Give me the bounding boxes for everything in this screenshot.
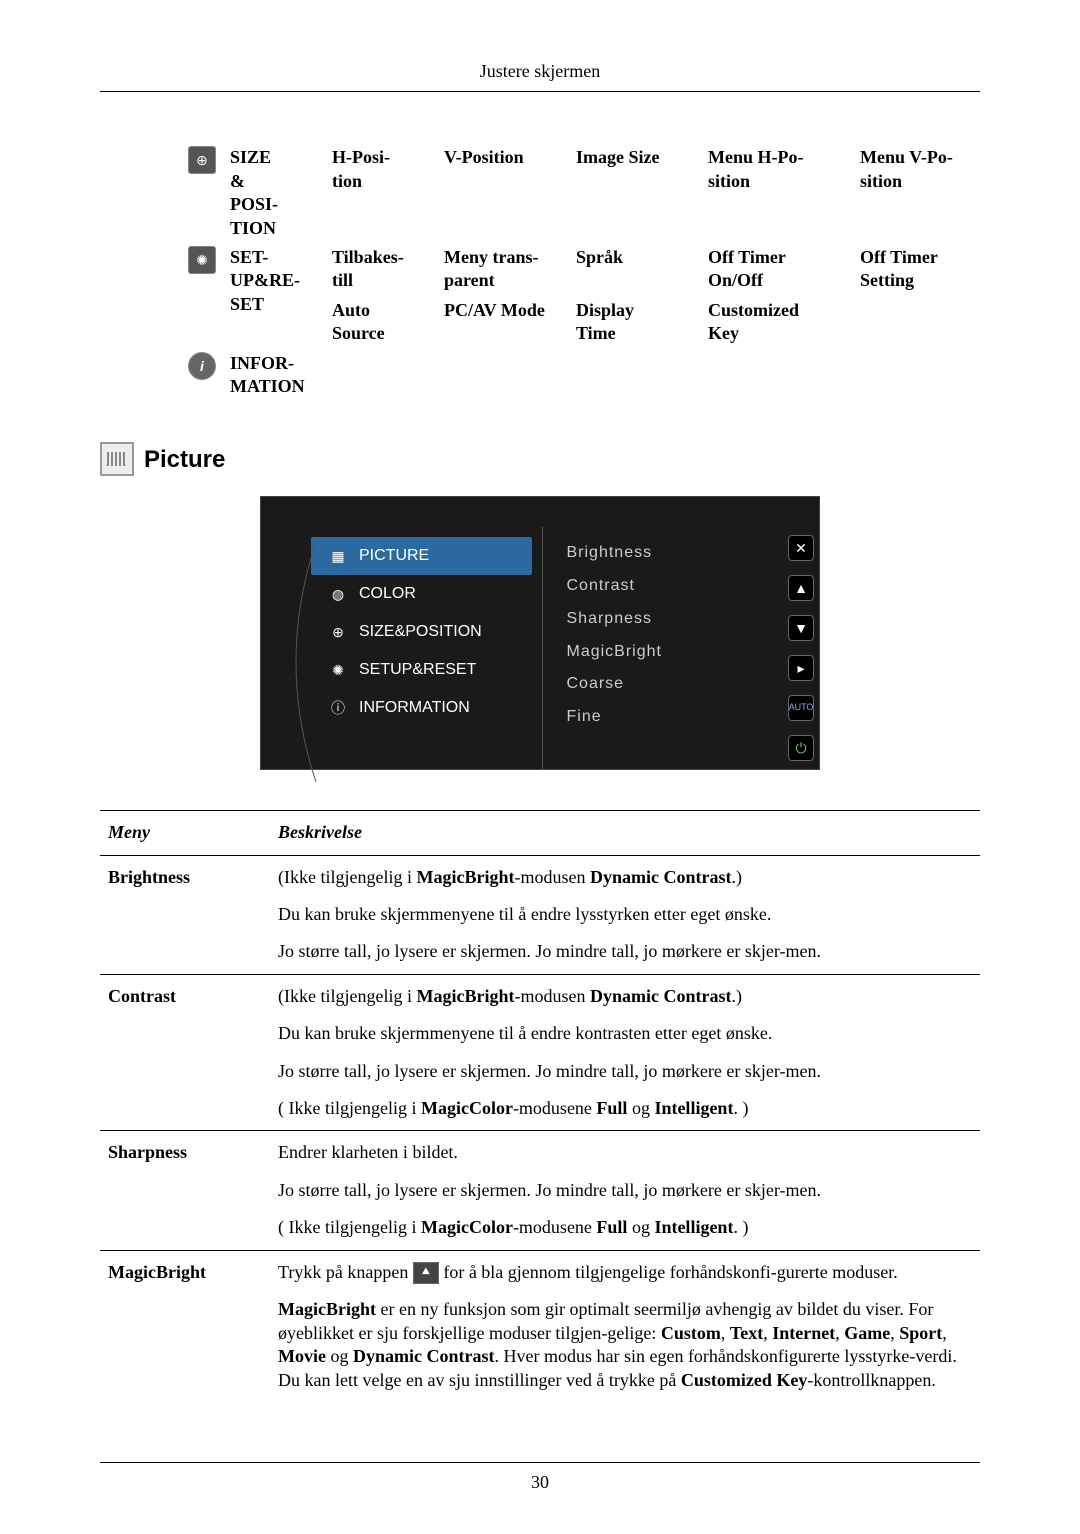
table-desc-cell: (Ikke tilgjengelig i MagicBright-modusen… — [270, 974, 980, 1131]
meny-transparent-label: Meny trans-parent — [438, 244, 568, 295]
customized-key-label: CustomizedKey — [702, 297, 852, 348]
up-arrow-button-icon: ⯅ — [413, 1262, 439, 1284]
osd-right-panel: Brightness Contrast Sharpness MagicBrigh… — [542, 527, 784, 769]
down-arrow-icon[interactable]: ▼ — [788, 615, 814, 641]
off-timer-setting-label: Off TimerSetting — [854, 244, 959, 295]
tilbakestill-label: Tilbakes-till — [326, 244, 436, 295]
sprak-label: Språk — [570, 244, 700, 295]
auto-button[interactable]: AUTO — [788, 695, 814, 721]
header-title: Justere skjermen — [480, 61, 600, 81]
osd-label: COLOR — [359, 584, 416, 605]
osd-right-brightness[interactable]: Brightness — [563, 537, 774, 570]
osd-label: PICTURE — [359, 546, 429, 567]
table-meny-cell: MagicBright — [100, 1250, 270, 1402]
osd-item-sizeposition[interactable]: ⊕ SIZE&POSITION — [321, 613, 532, 651]
osd-arc-decoration — [271, 532, 321, 792]
table-desc-cell: Trykk på knappen ⯅ for å bla gjennom til… — [270, 1250, 980, 1402]
top-icon-table: ⊕ SIZE&POSI-TION H-Posi-tion V-Position … — [180, 142, 961, 402]
size-position-label: SIZE&POSI-TION — [224, 144, 324, 242]
description-paragraph: Du kan bruke skjermmenyene til å endre k… — [278, 1022, 972, 1045]
table-meny-cell: Sharpness — [100, 1131, 270, 1250]
page-number: 30 — [531, 1472, 549, 1492]
osd-right-coarse[interactable]: Coarse — [563, 668, 774, 701]
table-meny-cell: Contrast — [100, 974, 270, 1131]
table-desc-cell: (Ikke tilgjengelig i MagicBright-modusen… — [270, 855, 980, 974]
table-meny-cell: Brightness — [100, 855, 270, 974]
section-title: Picture — [144, 444, 225, 475]
description-paragraph: Endrer klarheten i bildet. — [278, 1141, 972, 1164]
osd-right-fine[interactable]: Fine — [563, 701, 774, 734]
menu-v-position-label: Menu V-Po-sition — [854, 144, 959, 242]
osd-item-color[interactable]: ◍ COLOR — [321, 575, 532, 613]
description-paragraph: Jo større tall, jo lysere er skjermen. J… — [278, 1179, 972, 1202]
table-header-meny: Meny — [100, 811, 270, 855]
information-icon: i — [188, 352, 216, 380]
power-icon[interactable]: ⏻ — [788, 735, 814, 761]
osd-item-picture[interactable]: ▦ PICTURE — [311, 537, 532, 575]
up-arrow-icon[interactable]: ▲ — [788, 575, 814, 601]
description-table: Meny Beskrivelse Brightness (Ikke tilgjen… — [100, 810, 980, 1402]
sizeposition-menu-icon: ⊕ — [327, 621, 349, 643]
off-timer-onoff-label: Off TimerOn/Off — [702, 244, 852, 295]
setupreset-menu-icon: ✺ — [327, 659, 349, 681]
table-header-beskrivelse: Beskrivelse — [270, 811, 980, 855]
page-footer: 30 — [100, 1462, 980, 1494]
description-paragraph: Jo større tall, jo lysere er skjermen. J… — [278, 1060, 972, 1083]
pcav-mode-label: PC/AV Mode — [438, 297, 568, 348]
close-icon[interactable]: ✕ — [788, 535, 814, 561]
osd-right-contrast[interactable]: Contrast — [563, 570, 774, 603]
menu-h-position-label: Menu H-Po-sition — [702, 144, 852, 242]
h-position-label: H-Posi-tion — [326, 144, 436, 242]
description-paragraph: ( Ikke tilgjengelig i MagicColor-modusen… — [278, 1216, 972, 1239]
osd-right-magicbright[interactable]: MagicBright — [563, 636, 774, 669]
page-header: Justere skjermen — [100, 60, 980, 92]
color-menu-icon: ◍ — [327, 583, 349, 605]
osd-label: INFORMATION — [359, 698, 470, 719]
setup-reset-icon: ✺ — [188, 246, 216, 274]
osd-label: SIZE&POSITION — [359, 622, 482, 643]
osd-menu: ▦ PICTURE ◍ COLOR ⊕ SIZE&POSITION ✺ SETU… — [260, 496, 820, 770]
picture-menu-icon: ▦ — [327, 545, 349, 567]
osd-left-panel: ▦ PICTURE ◍ COLOR ⊕ SIZE&POSITION ✺ SETU… — [261, 527, 542, 769]
description-paragraph: (Ikke tilgjengelig i MagicBright-modusen… — [278, 866, 972, 889]
description-paragraph: Jo større tall, jo lysere er skjermen. J… — [278, 940, 972, 963]
osd-label: SETUP&RESET — [359, 660, 476, 681]
description-paragraph: Trykk på knappen ⯅ for å bla gjennom til… — [278, 1261, 972, 1285]
description-paragraph: MagicBright er en ny funksjon som gir op… — [278, 1298, 972, 1392]
display-time-label: DisplayTime — [570, 297, 700, 348]
section-header: Picture — [100, 442, 980, 476]
table-desc-cell: Endrer klarheten i bildet. Jo større tall… — [270, 1131, 980, 1250]
description-paragraph: ( Ikke tilgjengelig i MagicColor-modusen… — [278, 1097, 972, 1120]
auto-source-label: AutoSource — [326, 297, 436, 348]
osd-right-sharpness[interactable]: Sharpness — [563, 603, 774, 636]
information-menu-icon: ⓘ — [327, 697, 349, 719]
osd-item-setupreset[interactable]: ✺ SETUP&RESET — [321, 651, 532, 689]
osd-item-information[interactable]: ⓘ INFORMATION — [321, 689, 532, 727]
osd-button-column: ✕ ▲ ▼ ▸ AUTO ⏻ — [783, 527, 819, 769]
description-paragraph: Du kan bruke skjermmenyene til å endre l… — [278, 903, 972, 926]
enter-arrow-icon[interactable]: ▸ — [788, 655, 814, 681]
size-position-icon: ⊕ — [188, 146, 216, 174]
description-paragraph: (Ikke tilgjengelig i MagicBright-modusen… — [278, 985, 972, 1008]
setup-reset-label: SET-UP&RE-SET — [224, 244, 324, 348]
image-size-label: Image Size — [570, 144, 700, 242]
picture-section-icon — [100, 442, 134, 476]
v-position-label: V-Position — [438, 144, 568, 242]
information-label: INFOR-MATION — [224, 350, 324, 401]
